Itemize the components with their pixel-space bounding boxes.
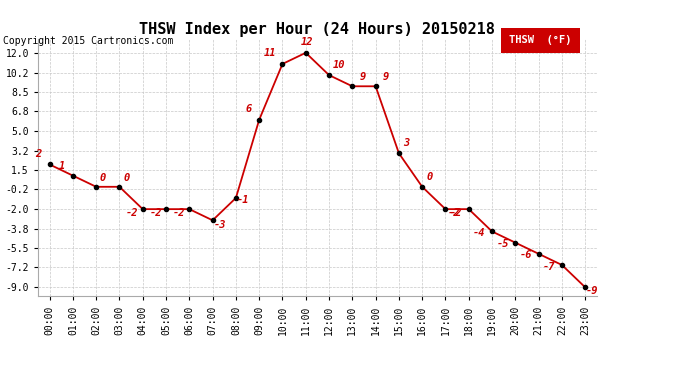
Text: -6: -6 [520, 250, 532, 260]
Text: 12: 12 [301, 37, 313, 46]
Text: -2: -2 [172, 207, 185, 218]
Text: -2: -2 [149, 207, 161, 218]
Text: 0: 0 [426, 172, 433, 182]
Text: Copyright 2015 Cartronics.com: Copyright 2015 Cartronics.com [3, 36, 174, 46]
Text: THSW  (°F): THSW (°F) [509, 35, 572, 45]
Text: 9: 9 [359, 72, 366, 82]
Text: 2: 2 [34, 149, 41, 159]
Text: 9: 9 [383, 72, 389, 82]
Text: 11: 11 [264, 48, 276, 58]
Text: -1: -1 [237, 195, 249, 205]
Text: -7: -7 [543, 262, 555, 272]
Text: -2: -2 [447, 208, 460, 218]
Title: THSW Index per Hour (24 Hours) 20150218: THSW Index per Hour (24 Hours) 20150218 [139, 22, 495, 37]
Text: -5: -5 [496, 239, 509, 249]
Text: -9: -9 [586, 286, 598, 296]
Text: 0: 0 [100, 173, 106, 183]
Text: 6: 6 [246, 104, 252, 114]
Text: -3: -3 [213, 220, 226, 230]
Text: 3: 3 [403, 138, 409, 148]
Text: -4: -4 [473, 228, 486, 238]
Text: -2: -2 [450, 207, 462, 218]
Text: 0: 0 [124, 173, 130, 183]
Text: 1: 1 [59, 160, 66, 171]
Text: 10: 10 [333, 60, 346, 69]
Text: -2: -2 [126, 207, 139, 218]
